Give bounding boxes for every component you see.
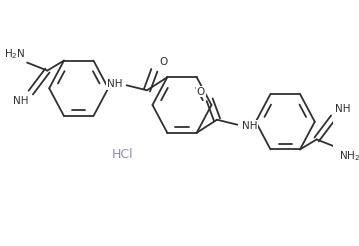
- Text: O: O: [159, 57, 167, 67]
- Text: O: O: [197, 87, 205, 97]
- Text: H$_2$N: H$_2$N: [4, 47, 25, 61]
- Text: NH: NH: [107, 79, 122, 89]
- Text: HCl: HCl: [112, 149, 134, 161]
- Text: NH: NH: [13, 96, 29, 106]
- Text: NH$_2$: NH$_2$: [339, 149, 359, 163]
- Text: NH: NH: [242, 121, 257, 131]
- Text: NH: NH: [335, 104, 350, 114]
